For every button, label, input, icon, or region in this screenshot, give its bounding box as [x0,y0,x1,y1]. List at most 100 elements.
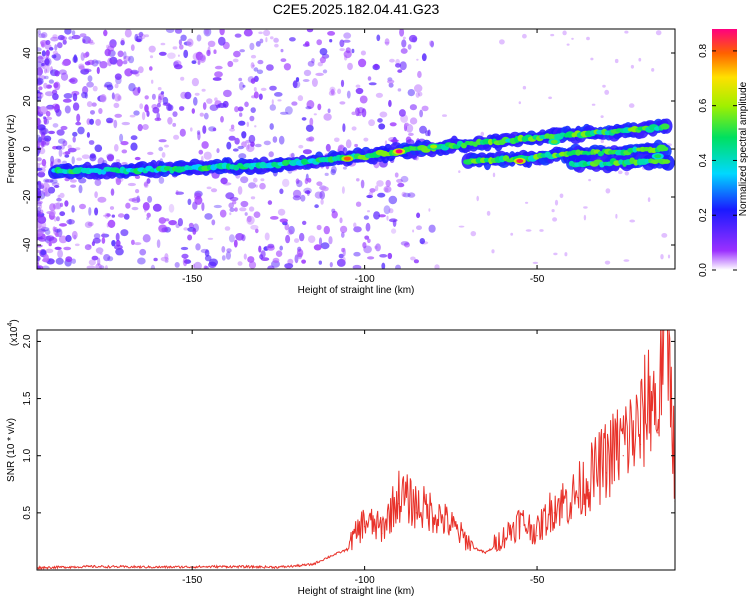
noise-speckle [242,84,246,88]
noise-speckle [149,55,154,59]
noise-speckle [139,248,147,256]
noise-speckle [295,178,300,184]
noise-speckle [44,135,52,142]
noise-speckle [260,250,266,258]
noise-speckle [235,233,245,241]
noise-speckle [368,191,373,197]
noise-speckle [269,85,277,91]
noise-speckle [203,112,209,120]
noise-speckle [421,53,427,62]
noise-speckle [142,202,150,211]
noise-speckle [238,77,243,82]
colorbar-tick-label: 0.2 [698,208,709,222]
noise-speckle [391,228,397,234]
noise-speckle [191,77,199,87]
noise-speckle [142,124,149,130]
noise-speckle [88,259,96,266]
noise-speckle [212,127,217,132]
noise-speckle [86,265,96,269]
noise-speckle [302,79,310,82]
noise-speckle [146,212,151,218]
noise-speckle [282,178,290,188]
top-xlabel: Height of straight line (km) [298,285,415,296]
noise-speckle [62,140,68,147]
noise-speckle [71,30,76,36]
peak-marker [654,154,662,159]
noise-speckle [128,83,136,92]
noise-speckle [124,68,133,77]
noise-speckle [184,91,192,100]
noise-speckle [250,62,255,69]
noise-speckle [65,256,73,263]
snr-data-point [398,503,400,505]
noise-speckle [41,62,45,67]
noise-speckle [267,243,275,249]
noise-speckle [428,40,434,47]
top-x-tick-label: -150 [182,274,202,285]
noise-speckle [384,41,390,44]
noise-speckle [99,60,108,69]
noise-speckle [207,237,214,240]
noise-speckle [316,39,323,46]
noise-speckle [123,213,130,220]
noise-speckle [267,200,273,205]
noise-speckle [400,241,410,246]
noise-speckle [72,136,76,143]
noise-speckle [230,124,235,130]
bottom-ylabel: SNR (10 * v/v) [6,418,17,482]
snr-data-point [88,566,90,568]
noise-speckle [55,145,63,150]
snr-data-point [536,535,538,537]
noise-speckle [246,215,252,223]
noise-speckle [278,135,285,145]
noise-speckle [340,225,348,234]
noise-speckle [397,69,403,73]
noise-speckle [241,141,247,148]
noise-speckle [103,254,111,262]
noise-speckle [347,62,353,71]
noise-speckle [90,110,95,115]
noise-speckle [206,49,211,57]
noise-speckle [210,188,218,193]
noise-speckle [615,213,618,219]
noise-speckle [272,257,280,264]
noise-speckle [351,111,357,116]
noise-speckle [234,137,240,145]
noise-speckle [201,141,209,149]
noise-speckle [274,43,279,48]
top-x-tick-label: -100 [355,274,375,285]
noise-speckle [37,191,41,198]
colorbar-tick-label: 0.4 [698,153,709,167]
noise-speckle [57,194,61,199]
noise-speckle [84,244,92,251]
noise-speckle [161,227,169,233]
noise-speckle [232,200,237,205]
noise-speckle [367,238,371,244]
noise-speckle [363,215,369,220]
noise-speckle [397,182,405,188]
noise-speckle [44,75,49,80]
noise-speckle [137,33,143,36]
noise-speckle [302,149,312,155]
noise-speckle [366,194,373,199]
noise-speckle [298,144,304,149]
noise-speckle [55,232,59,237]
noise-speckle [254,125,257,128]
snr-data-point [415,512,417,514]
noise-speckle [294,238,300,244]
noise-speckle [49,178,58,184]
noise-speckle [121,162,128,165]
noise-speckle [45,110,51,117]
noise-speckle [273,37,279,43]
noise-speckle [221,246,226,253]
noise-speckle [405,122,409,127]
noise-speckle [280,48,284,53]
noise-speckle [91,102,97,107]
noise-speckle [346,90,351,99]
noise-speckle [254,228,259,234]
noise-speckle [158,51,167,56]
noise-speckle [342,166,347,170]
noise-speckle [37,171,46,178]
noise-speckle [88,207,92,216]
noise-speckle [106,44,109,50]
